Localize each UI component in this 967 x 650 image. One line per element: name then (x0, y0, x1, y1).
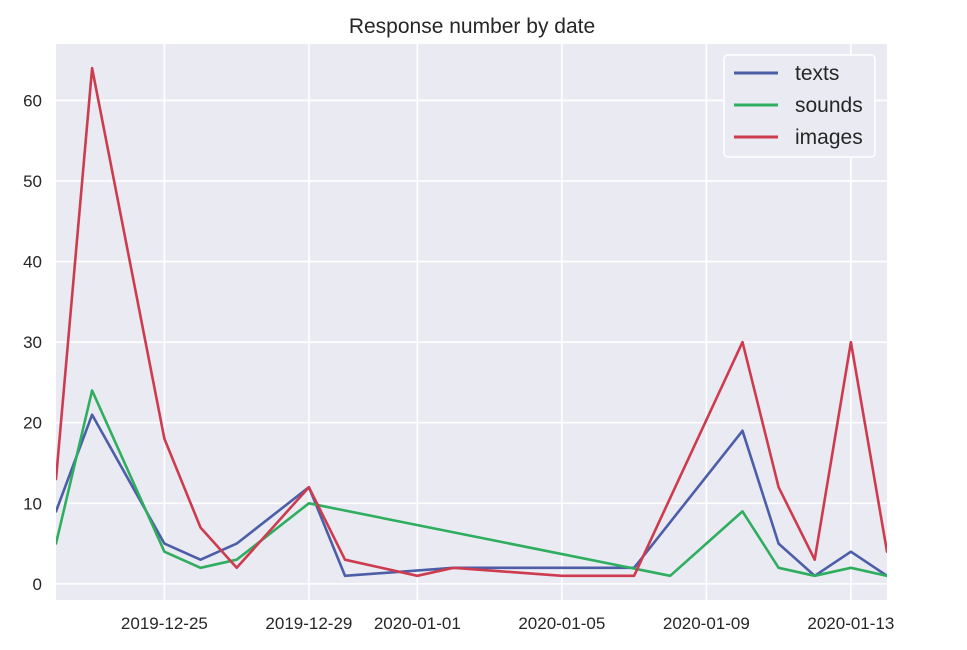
x-tick-label: 2020-01-05 (518, 614, 605, 633)
legend-label-texts: texts (795, 62, 839, 85)
x-tick-label: 2020-01-01 (374, 614, 461, 633)
chart-title: Response number by date (349, 15, 595, 38)
series-line-sounds (56, 389, 887, 578)
x-tick-label: 2020-01-09 (663, 614, 750, 633)
y-tick-label: 50 (23, 172, 42, 191)
series-line-images (56, 66, 887, 578)
legend-label-images: images (795, 126, 863, 149)
y-tick-label: 60 (23, 91, 42, 110)
grid-lines (56, 44, 887, 600)
x-tick-label: 2019-12-25 (121, 614, 208, 633)
legend-label-sounds: sounds (795, 94, 863, 117)
axis-tick-labels: 0 10 20 30 40 50 60 2019-12-25 2019-12-29 2020-01… (23, 91, 894, 633)
y-tick-label: 10 (23, 494, 42, 513)
x-tick-label: 2019-12-29 (265, 614, 352, 633)
y-tick-label: 20 (23, 414, 42, 433)
y-tick-label: 40 (23, 253, 42, 272)
y-tick-label: 30 (23, 333, 42, 352)
series-lines (56, 66, 887, 578)
x-tick-label: 2020-01-13 (807, 614, 894, 633)
legend: texts sounds images (723, 54, 876, 158)
legend-box (723, 54, 876, 158)
y-tick-label: 0 (33, 575, 42, 594)
